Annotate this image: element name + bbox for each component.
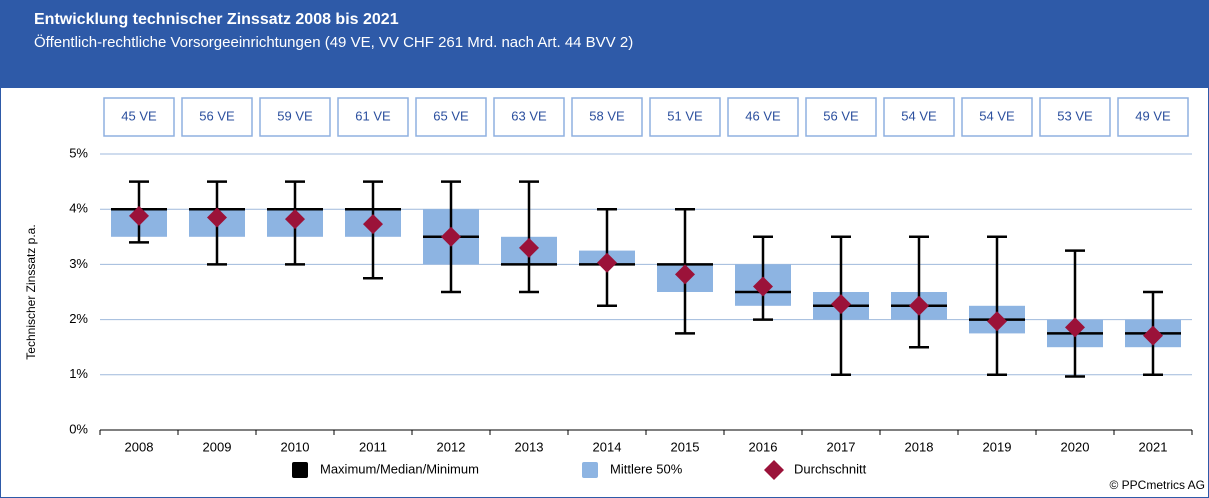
mean-marker — [987, 311, 1007, 332]
mean-marker — [1143, 325, 1163, 346]
chart-title: Entwicklung technischer Zinssatz 2008 bi… — [34, 11, 399, 28]
count-label: 45 VE — [121, 108, 157, 123]
count-box — [259, 97, 331, 137]
x-tick-label: 2017 — [827, 439, 856, 454]
mean-marker — [753, 276, 773, 297]
count-label: 58 VE — [589, 108, 625, 123]
count-label: 56 VE — [199, 108, 235, 123]
y-tick-label: 4% — [69, 201, 88, 216]
count-box — [649, 97, 721, 137]
y-axis-label: Technischer Zinssatz p.a. — [24, 224, 38, 359]
legend-label: Durchschnitt — [794, 461, 867, 476]
y-tick-label: 1% — [69, 366, 88, 381]
count-box — [181, 97, 253, 137]
count-box — [103, 97, 175, 137]
mean-marker — [441, 226, 461, 247]
mean-marker — [909, 295, 929, 316]
header — [0, 0, 1209, 88]
count-box — [493, 97, 565, 137]
count-label: 49 VE — [1135, 108, 1171, 123]
x-tick-label: 2019 — [983, 439, 1012, 454]
x-tick-label: 2014 — [593, 439, 622, 454]
count-label: 63 VE — [511, 108, 547, 123]
x-tick-label: 2021 — [1139, 439, 1168, 454]
count-box — [1039, 97, 1111, 137]
x-tick-label: 2010 — [281, 439, 310, 454]
legend-label: Mittlere 50% — [610, 461, 683, 476]
x-tick-label: 2008 — [125, 439, 154, 454]
count-label: 54 VE — [901, 108, 937, 123]
mean-marker — [207, 207, 227, 228]
count-label: 59 VE — [277, 108, 313, 123]
count-box — [961, 97, 1033, 137]
count-label: 56 VE — [823, 108, 859, 123]
chart-subtitle: Öffentlich-rechtliche Vorsorgeeinrichtun… — [34, 33, 633, 51]
count-label: 54 VE — [979, 108, 1015, 123]
count-box — [571, 97, 643, 137]
count-label: 53 VE — [1057, 108, 1093, 123]
footer: © PPCmetrics AG — [1109, 478, 1205, 492]
mean-marker — [519, 237, 539, 258]
mean-marker — [675, 264, 695, 285]
legend-swatch — [764, 460, 784, 480]
count-label: 51 VE — [667, 108, 703, 123]
count-box — [883, 97, 955, 137]
mean-marker — [597, 252, 617, 273]
count-label: 65 VE — [433, 108, 469, 123]
y-tick-label: 3% — [69, 256, 88, 271]
legend-swatch — [292, 462, 308, 478]
x-tick-label: 2013 — [515, 439, 544, 454]
mean-marker — [363, 214, 383, 235]
x-tick-label: 2011 — [359, 439, 387, 454]
mean-marker — [1065, 317, 1085, 338]
y-tick-label: 2% — [69, 311, 88, 326]
count-box — [415, 97, 487, 137]
mean-marker — [831, 294, 851, 315]
mean-marker — [129, 205, 149, 226]
legend-swatch — [582, 462, 598, 478]
count-box — [337, 97, 409, 137]
count-label: 61 VE — [355, 108, 391, 123]
y-tick-label: 0% — [69, 421, 88, 436]
x-tick-label: 2009 — [203, 439, 232, 454]
x-tick-label: 2016 — [749, 439, 778, 454]
x-tick-label: 2012 — [437, 439, 466, 454]
x-tick-label: 2020 — [1061, 439, 1090, 454]
count-box — [727, 97, 799, 137]
count-label: 46 VE — [745, 108, 781, 123]
y-tick-label: 5% — [69, 145, 88, 160]
count-box — [1117, 97, 1189, 137]
mean-marker — [285, 209, 305, 230]
x-tick-label: 2018 — [905, 439, 934, 454]
legend-label: Maximum/Median/Minimum — [320, 461, 479, 476]
count-box — [805, 97, 877, 137]
x-tick-label: 2015 — [671, 439, 700, 454]
